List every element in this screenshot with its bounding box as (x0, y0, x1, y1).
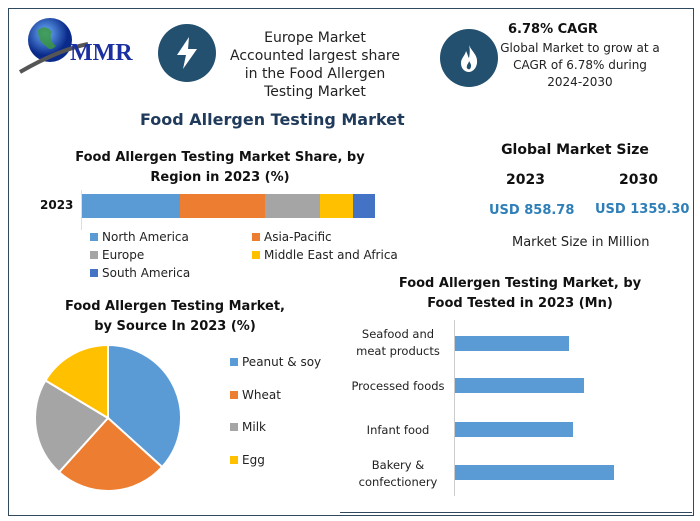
pie-slice (44, 343, 109, 420)
legend-swatch (230, 455, 238, 464)
legend-item: Middle East and Africa (252, 248, 398, 262)
legend-label: Milk (242, 420, 266, 434)
year-2023: 2023 (506, 172, 545, 188)
legend-label: North America (102, 230, 189, 244)
region-axis (81, 190, 82, 230)
legend-swatch (90, 269, 98, 277)
lightning-badge (158, 24, 216, 82)
region-bar-segment (179, 194, 265, 218)
food-category-label: Infant food (366, 423, 430, 437)
food-bar (455, 465, 614, 480)
region-chart-title: Food Allergen Testing Market Share, by R… (75, 150, 365, 185)
legend-item: North America (90, 230, 189, 244)
value-2023: USD 858.78 (489, 203, 575, 218)
region-bar-segment (319, 194, 353, 218)
cagr-text: Global Market to grow at a CAGR of 6.78%… (500, 41, 660, 89)
food-bar (455, 336, 569, 351)
legend-label: South America (102, 266, 191, 280)
region-bar-segment (82, 194, 180, 218)
legend-label: Wheat (242, 387, 281, 402)
flame-icon (461, 45, 478, 72)
year-2030: 2030 (619, 172, 658, 188)
main-title: Food Allergen Testing Market (140, 110, 405, 129)
legend-swatch (230, 390, 238, 399)
lightning-icon (177, 37, 197, 69)
region-stacked-bar (82, 194, 375, 218)
legend-label: Egg (242, 452, 265, 467)
food-category-label: Bakery & confectionery (358, 458, 438, 489)
legend-item: Europe (90, 248, 144, 262)
market-size-title: Global Market Size (501, 142, 649, 158)
cagr-title: 6.78% CAGR (508, 22, 598, 37)
infographic-frame (8, 8, 694, 516)
region-bar-category: 2023 (40, 198, 74, 212)
legend-item: Asia-Pacific (252, 230, 332, 244)
food-category-label: Processed foods (351, 379, 445, 393)
food-bar (455, 378, 584, 393)
food-chart-title: Food Allergen Testing Market, by Food Te… (398, 276, 642, 311)
legend-item: Milk (230, 420, 266, 434)
market-size-note: Market Size in Million (512, 235, 650, 250)
mmr-logo: MMR (18, 14, 143, 74)
legend-item: Egg (230, 453, 265, 467)
legend-swatch (90, 233, 98, 241)
pie-slice (57, 416, 164, 492)
legend-swatch (230, 423, 238, 431)
source-chart-title: Food Allergen Testing Market, by Source … (65, 299, 285, 334)
value-2030: USD 1359.30 (595, 202, 690, 217)
legend-label: Peanut & soy (242, 355, 322, 369)
svg-text:MMR: MMR (70, 40, 133, 66)
legend-swatch (252, 233, 260, 241)
source-pie-chart (34, 343, 182, 492)
globe-icon: MMR (18, 18, 133, 74)
flame-badge (440, 29, 498, 87)
legend-label: Europe (102, 248, 145, 262)
food-bar (455, 422, 573, 437)
legend-swatch (230, 358, 238, 366)
food-category-label: Seafood and meat products (356, 327, 440, 358)
highlight-text: Europe Market Accounted largest share in… (230, 30, 400, 100)
pie-slice (107, 343, 182, 469)
legend-swatch (90, 251, 98, 259)
legend-item: Peanut & soy (230, 355, 321, 369)
region-bar-segment (264, 194, 320, 218)
legend-item: South America (90, 266, 190, 280)
legend-label: Asia-Pacific (264, 230, 332, 244)
divider (340, 512, 692, 513)
legend-swatch (252, 251, 260, 259)
pie-slice (34, 379, 110, 474)
food-axis (454, 320, 455, 496)
legend-item: Wheat (230, 388, 281, 402)
region-bar-segment (353, 194, 375, 218)
legend-label: Middle East and Africa (264, 248, 398, 262)
